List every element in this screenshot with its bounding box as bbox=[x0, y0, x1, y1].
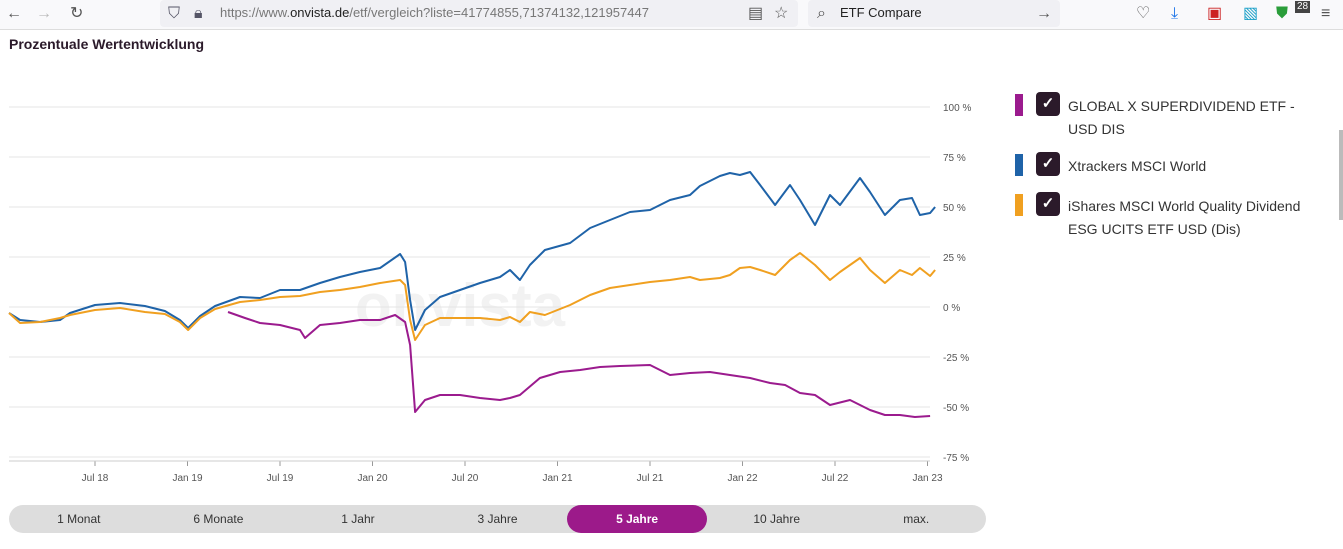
legend-item-xtrackers[interactable]: ✓ Xtrackers MSCI World bbox=[1015, 152, 1335, 192]
y-tick-label: 100 % bbox=[943, 103, 971, 114]
x-tick-label: Jul 22 bbox=[822, 473, 849, 484]
url-bar[interactable]: ⛉ 🔒︎ https://www.onvista.de/etf/vergleic… bbox=[160, 0, 798, 27]
x-tick-label: Jul 19 bbox=[267, 473, 294, 484]
forward-icon[interactable]: → bbox=[36, 5, 52, 22]
range-button[interactable]: max. bbox=[903, 512, 930, 526]
range-button[interactable]: 5 Jahre bbox=[567, 505, 707, 533]
go-arrow-icon[interactable]: → bbox=[1036, 5, 1052, 22]
x-tick-label: Jan 20 bbox=[357, 473, 387, 484]
legend-color-bar bbox=[1015, 154, 1023, 176]
legend-label: GLOBAL X SUPERDIVIDEND ETF - USD DIS bbox=[1068, 98, 1295, 137]
range-button[interactable]: 6 Monate bbox=[193, 512, 244, 526]
search-bar[interactable]: ⌕ ETF Compare → bbox=[808, 0, 1060, 27]
range-button[interactable]: 10 Jahre bbox=[753, 512, 801, 526]
x-tick-label: Jan 21 bbox=[542, 473, 572, 484]
legend-color-bar bbox=[1015, 194, 1023, 216]
legend-checkbox[interactable]: ✓ bbox=[1036, 92, 1060, 116]
series-line bbox=[8, 171, 936, 331]
legend-item-global-x[interactable]: ✓ GLOBAL X SUPERDIVIDEND ETF - USD DIS bbox=[1015, 92, 1335, 152]
x-tick-label: Jul 20 bbox=[452, 473, 479, 484]
y-tick-label: 0 % bbox=[943, 303, 960, 314]
watermark: onvista bbox=[355, 272, 566, 339]
range-button[interactable]: 1 Monat bbox=[57, 512, 101, 526]
y-tick-label: -25 % bbox=[943, 353, 969, 364]
back-icon[interactable]: ← bbox=[6, 5, 22, 22]
search-icon: ⌕ bbox=[817, 5, 826, 22]
bookmark-star-icon[interactable]: ☆ bbox=[774, 5, 789, 22]
extension-red-icon[interactable]: ▣ bbox=[1207, 5, 1223, 22]
legend-color-bar bbox=[1015, 94, 1023, 116]
y-tick-label: 75 % bbox=[943, 153, 966, 164]
x-tick-label: Jan 22 bbox=[727, 473, 757, 484]
reload-icon[interactable]: ↻ bbox=[70, 5, 84, 22]
lock-icon[interactable]: 🔒︎ bbox=[194, 5, 203, 22]
chart-title: Prozentuale Wertentwicklung bbox=[9, 36, 204, 52]
x-tick-label: Jan 23 bbox=[912, 473, 942, 484]
legend-item-ishares[interactable]: ✓ iShares MSCI World Quality Dividend ES… bbox=[1015, 192, 1335, 252]
y-tick-label: -75 % bbox=[943, 453, 969, 464]
search-input[interactable]: ETF Compare bbox=[840, 5, 922, 20]
url-domain: onvista.de bbox=[290, 5, 350, 20]
extension-shield-icon[interactable]: ⛊ bbox=[1276, 5, 1289, 22]
legend: ✓ GLOBAL X SUPERDIVIDEND ETF - USD DIS ✓… bbox=[1015, 92, 1335, 252]
legend-label: iShares MSCI World Quality Dividend ESG … bbox=[1068, 198, 1301, 237]
extension-translate-icon[interactable]: ▧ bbox=[1243, 5, 1259, 22]
menu-icon[interactable]: ≡ bbox=[1321, 5, 1331, 22]
performance-chart: onvista 100 % 75 % 50 % 25 % 0 % -25 % -50 % -7… bbox=[8, 103, 971, 484]
scrollbar[interactable] bbox=[1339, 130, 1343, 220]
time-range-selector: 1 Monat 6 Monate 1 Jahr 3 Jahre 5 Jahre 10 Ja… bbox=[9, 505, 986, 533]
legend-checkbox[interactable]: ✓ bbox=[1036, 192, 1060, 216]
y-tick-label: -50 % bbox=[943, 403, 969, 414]
y-tick-label: 25 % bbox=[943, 253, 966, 264]
series-line bbox=[227, 311, 931, 418]
url-prefix: https://www. bbox=[220, 5, 291, 20]
reader-view-icon[interactable]: ▤ bbox=[748, 5, 764, 22]
series-line bbox=[8, 252, 936, 341]
range-button[interactable]: 3 Jahre bbox=[477, 512, 518, 526]
url-path: /etf/vergleich?liste=41774855,71374132,1… bbox=[349, 5, 649, 20]
pocket-icon[interactable]: ♡ bbox=[1136, 5, 1151, 22]
range-button[interactable]: 1 Jahr bbox=[341, 512, 375, 526]
x-tick-label: Jul 21 bbox=[637, 473, 664, 484]
legend-checkbox[interactable]: ✓ bbox=[1036, 152, 1060, 176]
shield-icon[interactable]: ⛉ bbox=[168, 5, 181, 22]
download-icon[interactable]: ⤓ bbox=[1171, 5, 1179, 22]
y-tick-label: 50 % bbox=[943, 203, 966, 214]
legend-label: Xtrackers MSCI World bbox=[1068, 158, 1207, 174]
x-tick-label: Jan 19 bbox=[172, 473, 202, 484]
x-tick-label: Jul 18 bbox=[82, 473, 109, 484]
browser-toolbar: ← → ↻ ⛉ 🔒︎ https://www.onvista.de/etf/ve… bbox=[0, 0, 1343, 30]
extension-badge: 28 bbox=[1295, 1, 1311, 13]
